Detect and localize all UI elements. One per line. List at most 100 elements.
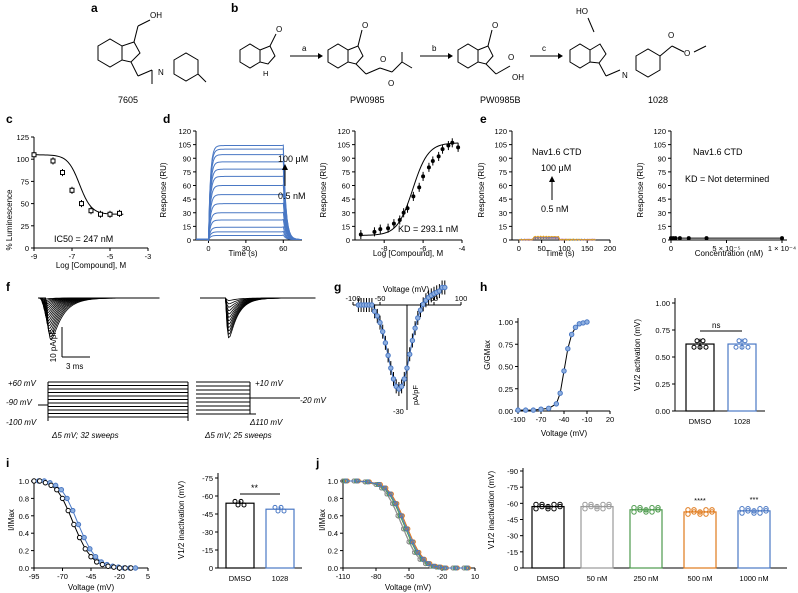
panel-e-label: e [480,112,487,126]
j-bar-ytick-label: -15 [507,548,518,557]
d-point [405,206,410,211]
j-bar-dot [637,504,643,511]
panel-g: g Voltage (mV) -100 -50 50 100 pA/pF -30 [334,280,467,416]
h-point [557,390,563,396]
panel-a-label: a [91,1,98,15]
e-right-ytick-label: 30 [658,209,666,218]
d-ytick-label: 30 [183,209,191,218]
d-right-ylabel: Response (RU) [319,162,328,217]
g-point [415,315,421,321]
e-right-ytick-label: 75 [658,168,666,177]
i-bar-dot [275,508,281,514]
j-point [442,565,448,571]
j-bar-ytick-label: -75 [507,483,518,492]
i-bar-ytick-label: 0 [209,564,213,573]
g-point [409,337,416,344]
c-ytick-label: 0 [25,244,29,253]
j-point [376,481,382,487]
d-ytick-label: 105 [178,141,191,150]
i-xtick-label: -95 [29,572,40,581]
d-right-ytick-label: 30 [342,209,350,218]
i-bar-category: 1028 [272,574,289,583]
d-point [386,226,391,231]
i-dmso-point [76,534,83,541]
d-sensorgram-trace [196,234,303,241]
j-bar-dot [631,504,637,511]
j-bar-dot [649,509,655,515]
d-fit-curve [360,142,459,236]
f-inactivation-trace [200,297,316,325]
d-right-ytick-label: 15 [342,222,350,231]
e-point [704,236,709,241]
f-activation-trace [38,297,160,320]
i-bar-ytick-label: -15 [202,546,213,555]
j-bar-dot [697,509,703,515]
panel-b-label: b [231,1,238,15]
g-point [390,376,397,382]
e-right-ytick-label: 0 [662,236,666,245]
g-xtick-label: -100 [345,294,360,303]
c-point [117,210,122,216]
e-left-xtick-label: 100 [558,244,571,253]
j-bar [531,505,565,569]
j-bar-dot [757,506,763,512]
j-point [420,556,426,562]
j-point [354,478,360,484]
j-bar-dot [691,507,697,513]
svg-text:N: N [622,71,628,80]
d-sensorgram-trace [196,144,303,241]
e-left-xtick-label: 50 [537,244,545,253]
d-point [430,158,435,163]
h-sig: ns [712,321,720,330]
e-sensorgram: 0 50 100 150 200 0 15 30 45 60 75 90 105 120 [494,127,616,253]
j-bar-dot [739,510,745,516]
c-point [98,211,103,217]
e-left-xtick-label: 200 [604,244,617,253]
svg-text:O: O [684,49,690,58]
panel-c-label: c [6,112,13,126]
f-protocol-activation [38,381,189,421]
j-point [437,564,443,570]
compound-7605-structure: OH N [97,11,207,84]
j-bar-dot [739,506,745,512]
g-ymin: -30 [393,407,404,416]
svg-text:OH: OH [512,73,524,82]
i-dmso-point [37,478,43,484]
h-ytick-label: 0.50 [498,363,513,372]
e-point [677,236,682,241]
d-point [421,174,426,179]
g-point [398,383,405,390]
g-point [385,352,391,359]
j-bar-ylabel: V1/2 inactivation (mV) [487,471,496,550]
h-point [565,346,571,352]
i-ytick-label: 0.4 [19,529,29,538]
panel-j-label: j [315,456,319,470]
i-bar-dot [281,508,287,514]
i-xtick-label: 5 [146,572,150,581]
arrow-b-label: b [432,44,437,53]
f-scale-y-label: 10 pA/pF [49,330,58,363]
i-ytick-label: 0.2 [19,547,29,556]
c-xtick-label: -5 [107,252,114,261]
svg-text:N: N [158,68,164,77]
i-dmso-fit [34,480,131,569]
g-point [417,307,424,313]
c-xlabel: Log [Compound], M [56,261,127,270]
h-ylabel: G/GMax [483,340,492,370]
c-ylabel: % Luminescence [5,189,14,250]
h-xtick-label: -70 [536,415,547,424]
e-right-ylabel: Response (RU) [636,162,645,217]
j-bar-dot [709,509,715,515]
compound-1028-label: 1028 [648,95,668,105]
d-ytick-label: 0 [187,236,191,245]
j-ylabel: I/IMax [318,509,327,531]
j-bar [683,511,717,569]
c-xtick-label: -3 [145,252,152,261]
e-right-ytick-label: 15 [658,222,666,231]
j-bar-dot [606,503,612,510]
g-iv-curve: -100 -50 50 100 [345,280,467,410]
h-bar-dot [745,344,751,350]
i-1028-point [58,487,65,493]
j-bar-ytick-label: -90 [507,467,518,476]
i-sig: ** [251,483,259,493]
